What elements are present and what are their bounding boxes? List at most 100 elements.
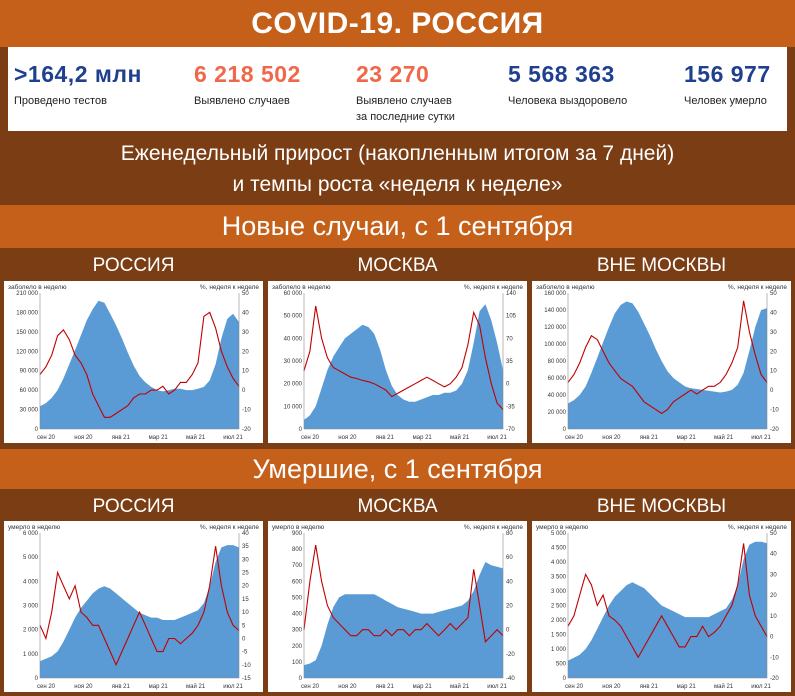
stat-label: Выявлено случаев за последние сутки [356,95,455,123]
left-tick-label: 50 000 [284,314,303,320]
right-tick-label: 20 [770,349,777,355]
line-series [567,543,768,659]
x-tick-label: ноя 20 [602,435,621,441]
stat-value: >164,2 млн [14,61,142,87]
left-axis-label: умерло в неделю [536,524,588,531]
left-tick-label: 5 000 [23,555,39,561]
x-tick-label: янв 21 [376,684,395,690]
left-tick-label: 100 [292,660,303,666]
right-tick-label: 80 [506,531,513,537]
x-tick-label: июл 21 [751,684,771,690]
x-tick-label: май 21 [450,434,470,441]
left-tick-label: 30 000 [284,359,303,365]
left-tick-label: 1 500 [551,633,567,639]
area-series [304,304,503,429]
left-tick-label: 1 000 [23,652,39,658]
left-tick-label: 6 000 [23,531,39,537]
panel-title-outside-deaths: ВНЕ МОСКВЫ [532,494,791,520]
right-tick-label: 20 [506,604,513,610]
left-tick-label: 10 000 [284,404,303,410]
right-tick-label: 0 [506,382,510,388]
right-tick-label: 20 [770,593,777,599]
left-tick-label: 2 000 [23,628,39,634]
left-tick-label: 40 000 [284,336,303,342]
right-tick-label: 50 [770,291,777,297]
x-tick-label: сен 20 [37,684,56,690]
right-axis-label: %, неделя к неделе [200,284,259,291]
left-tick-label: 5 000 [551,531,567,537]
x-tick-label: июл 21 [487,684,507,690]
panel-title-outside-cases: ВНЕ МОСКВЫ [532,253,791,279]
left-tick-label: 150 000 [16,330,38,336]
left-tick-label: 20 000 [284,382,303,388]
left-tick-label: 3 000 [23,604,39,610]
chart-russia-deaths: умерло в неделю %, неделя к неделе 0 1 000 2… [4,521,263,692]
left-axis-label: умерло в неделю [272,524,324,531]
stat-label: Проведено тестов [14,95,107,107]
right-tick-label: 10 [770,614,777,620]
right-tick-label: 10 [242,369,249,375]
right-tick-label: 10 [770,369,777,375]
left-tick-label: 80 000 [548,359,567,365]
chart-svg: умерло в неделю %, неделя к неделе 0 1 000 2… [8,524,259,690]
subtitle-line: и темпы роста «неделя к неделе» [232,173,563,196]
left-tick-label: 210 000 [16,291,38,297]
chart-outside-deaths: умерло в неделю%, неделя к неделе 0 500 1 0… [532,521,791,692]
x-tick-label: сен 20 [565,684,584,690]
left-tick-label: 800 [292,547,303,553]
stat-recovered: 5 568 363 Человека выздоровело [508,61,627,109]
x-tick-label: сен 20 [565,435,584,441]
subtitle: Еженедельный прирост (накопленным итогом… [0,135,795,203]
x-tick-label: ноя 20 [338,435,357,441]
stat-label: Выявлено случаев [194,95,290,107]
right-tick-label: 35 [506,359,513,365]
left-tick-label: 3 000 [551,589,567,595]
chart-russia-cases: заболело в неделю %, неделя к неделе 0 30 0… [4,281,263,443]
right-tick-label: 10 [242,610,249,616]
right-tick-label: 15 [242,597,249,603]
line-series [303,545,504,643]
section-cases-header: Новые случаи, с 1 сентября [0,205,795,248]
left-tick-label: 100 000 [544,342,566,348]
chart-outside-cases: заболело в неделю %, неделя к неделе 0 20 0… [532,281,791,443]
title-band: COVID-19. РОССИЯ [0,0,795,47]
right-axis-label: %, неделя к неделе [728,524,787,531]
right-tick-label: -10 [770,408,779,414]
right-tick-label: -20 [506,652,515,658]
chart-svg: заболело в неделю %, неделя к неделе 0 30 0… [8,283,259,441]
left-tick-label: 60 000 [548,376,567,382]
right-tick-label: 60 [506,555,513,561]
x-tick-label: ноя 20 [74,684,93,690]
stat-value: 23 270 [356,61,430,87]
x-tick-label: мар 21 [149,684,169,690]
line-series [39,546,240,667]
chart-moscow-cases: заболело в неделю %, неделя к неделе 0 10 0… [268,281,527,443]
x-tick-label: ноя 20 [74,435,93,441]
left-axis-label: заболело в неделю [272,283,331,291]
right-tick-label: 40 [242,531,249,537]
area-series [40,545,239,678]
section-title: Новые случаи, с 1 сентября [221,211,574,241]
chart-svg: заболело в неделю %, неделя к неделе 0 20 0… [536,283,787,441]
x-tick-label: июл 21 [223,684,243,690]
x-tick-label: ноя 20 [602,684,621,690]
chart-moscow-deaths: умерло в неделю%, неделя к неделе 0 100 200… [268,521,527,692]
right-tick-label: 50 [242,291,249,297]
left-tick-label: 0 [35,676,39,682]
stats-panel: >164,2 млн Проведено тестов 6 218 502 Вы… [8,47,787,131]
x-tick-label: май 21 [186,434,206,441]
line-series [39,311,240,418]
right-axis-label: %, неделя к неделе [464,284,523,291]
left-tick-label: 60 000 [284,291,303,297]
page-title: COVID-19. РОССИЯ [251,7,544,40]
right-tick-label: 40 [770,310,777,316]
left-tick-label: 1 000 [551,647,567,653]
left-tick-label: 40 000 [548,393,567,399]
right-tick-label: 0 [770,635,774,641]
left-tick-label: 0 [563,427,567,433]
area-series [568,301,767,429]
stat-deaths: 156 977 Человек умерло [684,61,771,109]
left-tick-label: 180 000 [16,310,38,316]
right-tick-label: 40 [506,579,513,585]
